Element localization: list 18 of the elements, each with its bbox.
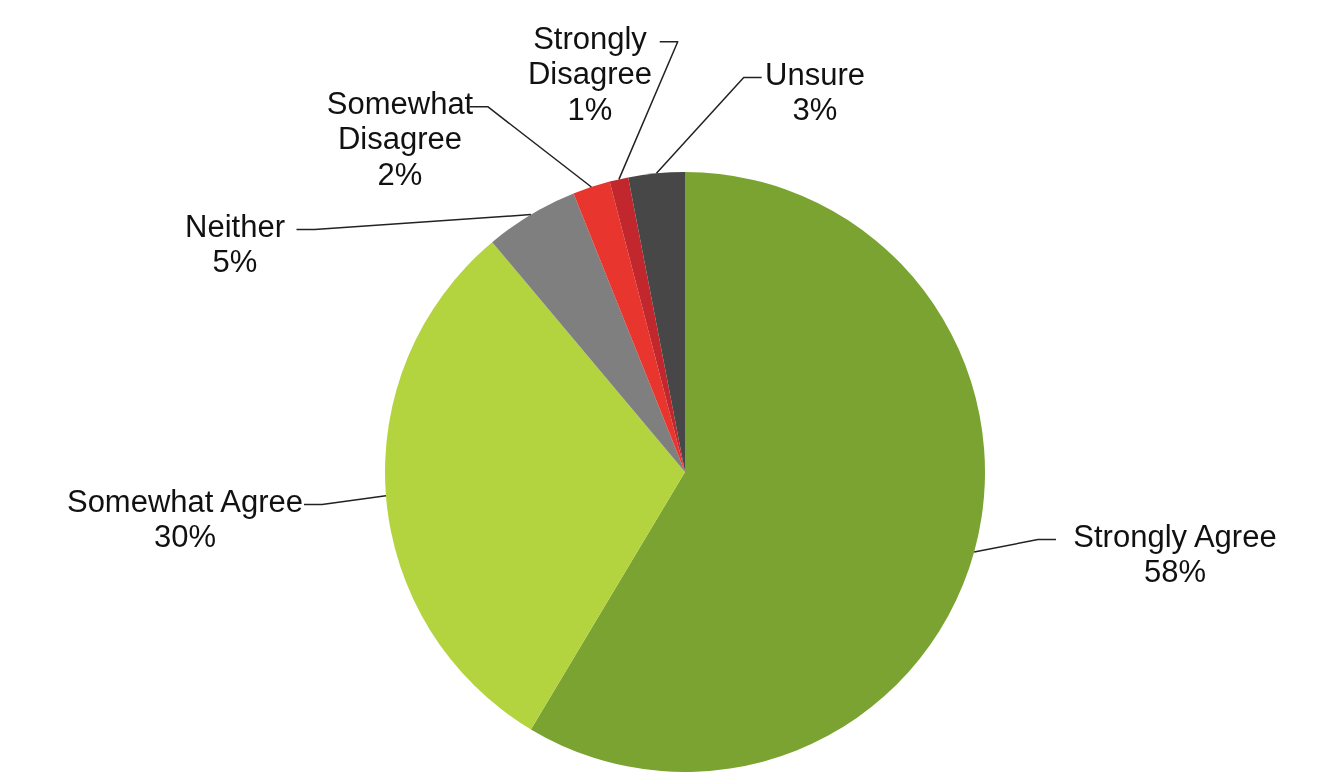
pie-slice (573, 181, 685, 472)
data-label: 1% (567, 92, 613, 128)
pie-slice (609, 177, 685, 472)
data-label: 30% (153, 519, 217, 555)
slice-label: Strongly Disagree (527, 20, 653, 92)
data-label: 5% (212, 244, 258, 280)
slice-label: Strongly Agree (1073, 518, 1277, 554)
data-label: 2% (377, 157, 423, 193)
slice-label: Unsure (765, 56, 865, 92)
slice-label: Neither (185, 208, 285, 244)
slice-label: Somewhat Agree (66, 483, 304, 519)
slice-label: Somewhat Disagree (326, 85, 474, 157)
data-label: 3% (792, 92, 838, 128)
pie-slice (492, 193, 685, 472)
data-label: 58% (1143, 554, 1207, 590)
pie-slice (530, 172, 985, 772)
pie-slice (385, 242, 685, 730)
pie-slice (628, 172, 685, 472)
